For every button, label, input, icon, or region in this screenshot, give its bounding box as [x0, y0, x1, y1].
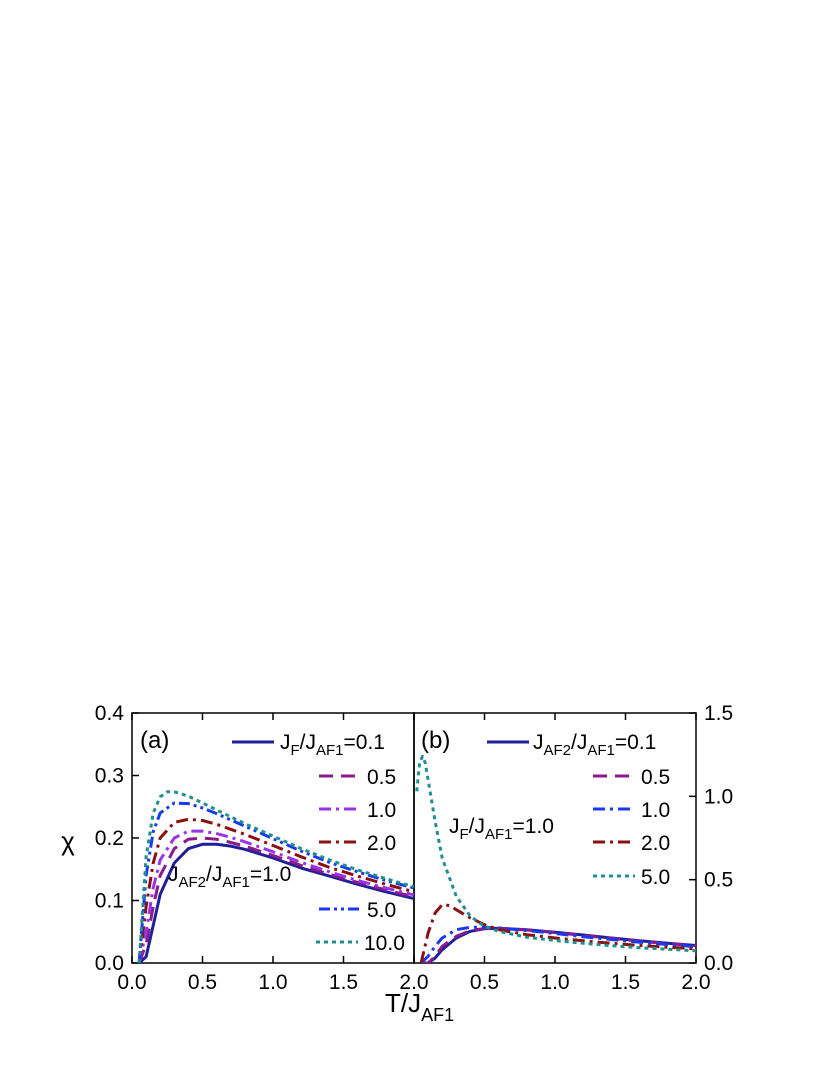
legend-label-0-5: 0.5	[367, 766, 396, 789]
series-line-0-5	[137, 836, 414, 963]
series-line-10-0	[137, 790, 414, 963]
series-line-2-0	[419, 903, 696, 963]
x-tick-label: 0.5	[470, 971, 499, 994]
y-tick-label: 0.2	[95, 827, 124, 850]
panel-a-legend-title: JF/JAF1=0.1	[280, 731, 385, 759]
series-line-1-0	[420, 925, 696, 963]
panel-b-annotation: JF/JAF1=1.0	[449, 815, 554, 843]
x-tick-label: 1.5	[611, 971, 640, 994]
x-tick-label: 2.0	[399, 971, 428, 994]
y-tick-label-right: 1.0	[704, 785, 733, 808]
series-line-2-0	[137, 817, 414, 963]
x-tick-label: 1.0	[540, 971, 569, 994]
legend-label-1-0: 1.0	[367, 799, 396, 822]
panel-b-label: (b)	[421, 727, 450, 754]
x-tick-label: 1.5	[329, 971, 358, 994]
legend-label-5-0: 5.0	[367, 899, 396, 922]
legend-label-2-0: 2.0	[641, 832, 670, 855]
panel-b-legend-title: JAF2/JAF1=0.1	[533, 731, 656, 759]
legend-label-2-0: 2.0	[367, 832, 396, 855]
y-tick-label-right: 0.0	[704, 952, 733, 975]
x-tick-label: 2.0	[681, 971, 710, 994]
series-line-5-0	[415, 754, 696, 953]
x-axis-title: T/JAF1	[385, 988, 454, 1025]
legend-label-1-0: 1.0	[641, 799, 670, 822]
panel-a-label: (a)	[140, 727, 169, 754]
y-tick-label: 0.1	[95, 890, 124, 913]
panel-a-annotation: JAF2/JAF1=1.0	[168, 863, 291, 891]
x-tick-label: 0.0	[117, 971, 146, 994]
y-tick-label: 0.3	[95, 765, 124, 788]
y-axis-title: χ	[61, 826, 75, 856]
series-line-5-0	[137, 801, 414, 963]
x-tick-label: 1.0	[258, 971, 287, 994]
series-line-0-1	[138, 842, 414, 963]
legend-label-0-5: 0.5	[641, 766, 670, 789]
y-tick-label-right: 1.5	[704, 702, 733, 725]
y-tick-label: 0.0	[95, 952, 124, 975]
series-line-1-0	[137, 829, 414, 963]
legend-label-10-0: 10.0	[364, 932, 405, 955]
x-tick-label: 0.5	[188, 971, 217, 994]
y-tick-label-right: 0.5	[704, 869, 733, 892]
series-line-0-5	[421, 926, 696, 963]
y-tick-label: 0.4	[95, 702, 125, 725]
legend-label-5-0: 5.0	[641, 866, 670, 889]
